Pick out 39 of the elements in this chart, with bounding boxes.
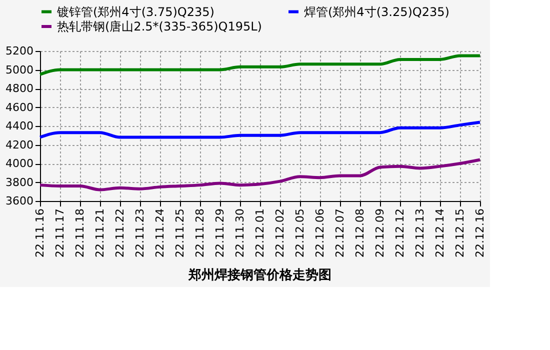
x-tick-label: 22.12.07 bbox=[333, 208, 346, 258]
y-tick-label: 4000 bbox=[6, 157, 34, 170]
x-tick-label: 22.11.17 bbox=[54, 208, 67, 258]
x-tick-label: 22.11.29 bbox=[214, 208, 227, 258]
x-tick-label: 22.12.15 bbox=[453, 208, 466, 258]
x-tick-label: 22.12.02 bbox=[274, 208, 286, 258]
x-tick-label: 22.12.05 bbox=[293, 208, 306, 258]
x-tick-label: 22.11.24 bbox=[154, 208, 167, 258]
line-series bbox=[38, 120, 482, 139]
legend-label: 镀锌管(郑州4寸(3.75)Q235) bbox=[56, 4, 214, 19]
x-tick-label: 22.12.08 bbox=[353, 208, 366, 258]
x-tick-label: 22.12.06 bbox=[313, 208, 326, 258]
text: 郑州焊接钢管价格走势图 bbox=[188, 266, 332, 283]
x-tick-label: 22.12.14 bbox=[433, 208, 446, 258]
x-tick-label: 22.12.09 bbox=[373, 208, 386, 258]
y-tick-label: 3600 bbox=[6, 194, 34, 208]
x-tick-label: 22.11.21 bbox=[94, 208, 107, 258]
y-tick-label: 5200 bbox=[6, 44, 34, 58]
x-tick-label: 22.11.22 bbox=[114, 208, 127, 258]
x-tick-label: 22.12.12 bbox=[393, 208, 406, 258]
legend-label: 热轧带钢(唐山2.5*(335-365)Q195L) bbox=[57, 20, 262, 34]
x-tick-label: 22.11.28 bbox=[194, 208, 207, 258]
x-tick-label: 22.11.16 bbox=[34, 208, 47, 258]
y-tick-label: 4400 bbox=[6, 120, 34, 132]
y-tick-label: 3800 bbox=[6, 176, 34, 189]
y-tick-label: 4200 bbox=[6, 138, 34, 152]
line-series bbox=[38, 54, 482, 76]
y-tick-label: 5000 bbox=[6, 63, 34, 76]
x-tick-label: 22.11.18 bbox=[74, 208, 87, 258]
y-tick-label: 4800 bbox=[6, 82, 34, 95]
y-tick-label: 4600 bbox=[6, 100, 34, 114]
x-tick-label: 22.12.01 bbox=[254, 208, 266, 258]
legend-label: 焊管(郑州4寸(3.25)Q235) bbox=[304, 4, 450, 19]
x-tick-label: 22.11.25 bbox=[174, 208, 187, 258]
line-series bbox=[38, 158, 482, 192]
x-tick-label: 22.12.16 bbox=[473, 208, 486, 258]
x-tick-label: 22.11.23 bbox=[134, 208, 147, 258]
x-tick-label: 22.12.13 bbox=[413, 208, 426, 258]
x-tick-label: 22.11.30 bbox=[234, 208, 246, 258]
